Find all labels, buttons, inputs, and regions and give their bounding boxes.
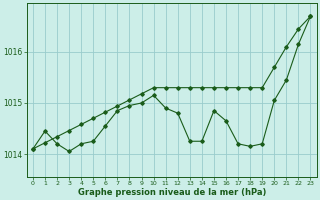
X-axis label: Graphe pression niveau de la mer (hPa): Graphe pression niveau de la mer (hPa) [77,188,266,197]
